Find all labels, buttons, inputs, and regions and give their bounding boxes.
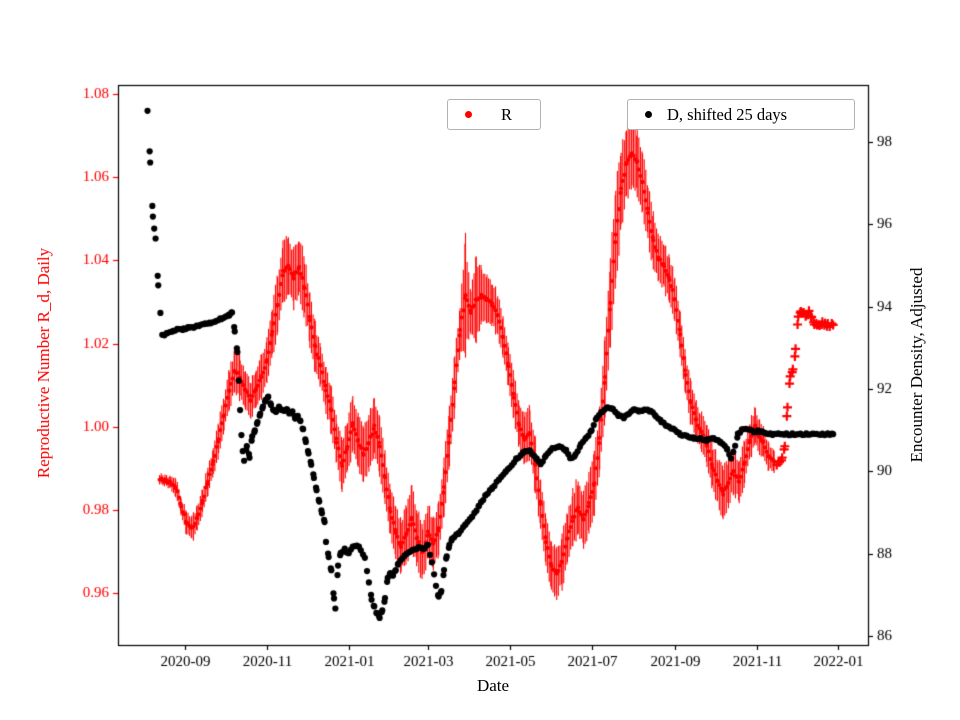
legend-box-d: D, shifted 25 days: [627, 99, 855, 130]
right-y-axis-label: Encounter Density, Adjusted: [907, 267, 926, 463]
left-y-axis-label: Reproductive Number R_d, Daily: [34, 247, 53, 479]
legend-label-d: D, shifted 25 days: [667, 104, 788, 124]
x-axis-label: Date: [476, 676, 510, 695]
legend-marker-d-icon: [645, 111, 652, 118]
legend-label-r: R: [500, 104, 512, 124]
legend-box-r: R: [447, 99, 541, 130]
legend-marker-r-icon: [465, 111, 472, 118]
